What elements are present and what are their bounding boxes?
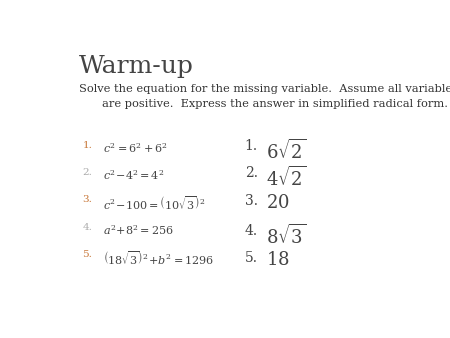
Text: 1.: 1. (82, 141, 92, 150)
Text: $a^2\!+\!8^2 = 256$: $a^2\!+\!8^2 = 256$ (104, 223, 174, 237)
Text: 4.: 4. (82, 223, 92, 232)
Text: 4.: 4. (245, 224, 258, 238)
Text: 5.: 5. (82, 250, 92, 259)
Text: $20$: $20$ (266, 194, 289, 212)
Text: 3.: 3. (82, 195, 92, 204)
Text: Warm-up: Warm-up (79, 55, 194, 78)
Text: $6\sqrt{2}$: $6\sqrt{2}$ (266, 139, 306, 163)
Text: $18$: $18$ (266, 251, 289, 269)
Text: 2.: 2. (245, 166, 257, 180)
Text: 1.: 1. (245, 139, 258, 153)
Text: $4\sqrt{2}$: $4\sqrt{2}$ (266, 166, 306, 190)
Text: 2.: 2. (82, 168, 92, 177)
Text: $\left(18\sqrt{3}\right)^2\!+\!b^2 = 1296$: $\left(18\sqrt{3}\right)^2\!+\!b^2 = 129… (104, 250, 214, 267)
Text: are positive.  Express the answer in simplified radical form.: are positive. Express the answer in simp… (102, 99, 448, 109)
Text: $8\sqrt{3}$: $8\sqrt{3}$ (266, 224, 306, 248)
Text: $c^2\!-\!4^2 = 4^2$: $c^2\!-\!4^2 = 4^2$ (104, 168, 165, 182)
Text: Solve the equation for the missing variable.  Assume all variables: Solve the equation for the missing varia… (79, 83, 450, 94)
Text: 3.: 3. (245, 194, 257, 208)
FancyBboxPatch shape (51, 37, 410, 305)
Text: $c^2 = 6^2 + 6^2$: $c^2 = 6^2 + 6^2$ (104, 141, 168, 154)
Text: 5.: 5. (245, 251, 257, 265)
Text: $c^2\!-\!100= \left(10\sqrt{3}\right)^2$: $c^2\!-\!100= \left(10\sqrt{3}\right)^2$ (104, 195, 206, 213)
